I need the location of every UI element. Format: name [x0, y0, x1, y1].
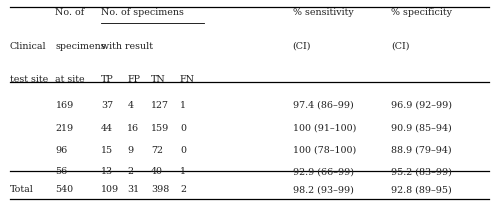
Text: 31: 31 [127, 185, 139, 194]
Text: 40: 40 [151, 167, 163, 176]
Text: 2: 2 [127, 167, 133, 176]
Text: specimens: specimens [55, 42, 106, 51]
Text: Total: Total [10, 185, 34, 194]
Text: 92.9 (66–99): 92.9 (66–99) [292, 167, 354, 176]
Text: 72: 72 [151, 145, 163, 155]
Text: (CI): (CI) [391, 42, 410, 51]
Text: 95.2 (83–99): 95.2 (83–99) [391, 167, 452, 176]
Text: 4: 4 [127, 101, 133, 110]
Text: TN: TN [151, 75, 166, 84]
Text: test site: test site [10, 75, 48, 84]
Text: 100 (78–100): 100 (78–100) [292, 145, 356, 155]
Text: 100 (91–100): 100 (91–100) [292, 124, 356, 133]
Text: TP: TP [101, 75, 114, 84]
Text: FP: FP [127, 75, 140, 84]
Text: 44: 44 [101, 124, 113, 133]
Text: 109: 109 [101, 185, 119, 194]
Text: 219: 219 [55, 124, 74, 133]
Text: No. of specimens: No. of specimens [101, 8, 184, 17]
Text: 56: 56 [55, 167, 68, 176]
Text: 159: 159 [151, 124, 169, 133]
Text: 127: 127 [151, 101, 169, 110]
Text: 16: 16 [127, 124, 139, 133]
Text: % sensitivity: % sensitivity [292, 8, 353, 17]
Text: 1: 1 [180, 101, 186, 110]
Text: with result: with result [101, 42, 153, 51]
Text: 540: 540 [55, 185, 74, 194]
Text: 90.9 (85–94): 90.9 (85–94) [391, 124, 452, 133]
Text: % specificity: % specificity [391, 8, 452, 17]
Text: 0: 0 [180, 124, 186, 133]
Text: 88.9 (79–94): 88.9 (79–94) [391, 145, 452, 155]
Text: 2: 2 [180, 185, 186, 194]
Text: 97.4 (86–99): 97.4 (86–99) [292, 101, 353, 110]
Text: 398: 398 [151, 185, 169, 194]
Text: (CI): (CI) [292, 42, 311, 51]
Text: 13: 13 [101, 167, 113, 176]
Text: 1: 1 [180, 167, 186, 176]
Text: Clinical: Clinical [10, 42, 46, 51]
Text: 169: 169 [55, 101, 74, 110]
Text: 37: 37 [101, 101, 113, 110]
Text: 96: 96 [55, 145, 68, 155]
Text: 96.9 (92–99): 96.9 (92–99) [391, 101, 452, 110]
Text: No. of: No. of [55, 8, 84, 17]
Text: FN: FN [180, 75, 195, 84]
Text: 92.8 (89–95): 92.8 (89–95) [391, 185, 452, 194]
Text: 15: 15 [101, 145, 113, 155]
Text: 9: 9 [127, 145, 133, 155]
Text: 98.2 (93–99): 98.2 (93–99) [292, 185, 354, 194]
Text: 0: 0 [180, 145, 186, 155]
Text: at site: at site [55, 75, 85, 84]
